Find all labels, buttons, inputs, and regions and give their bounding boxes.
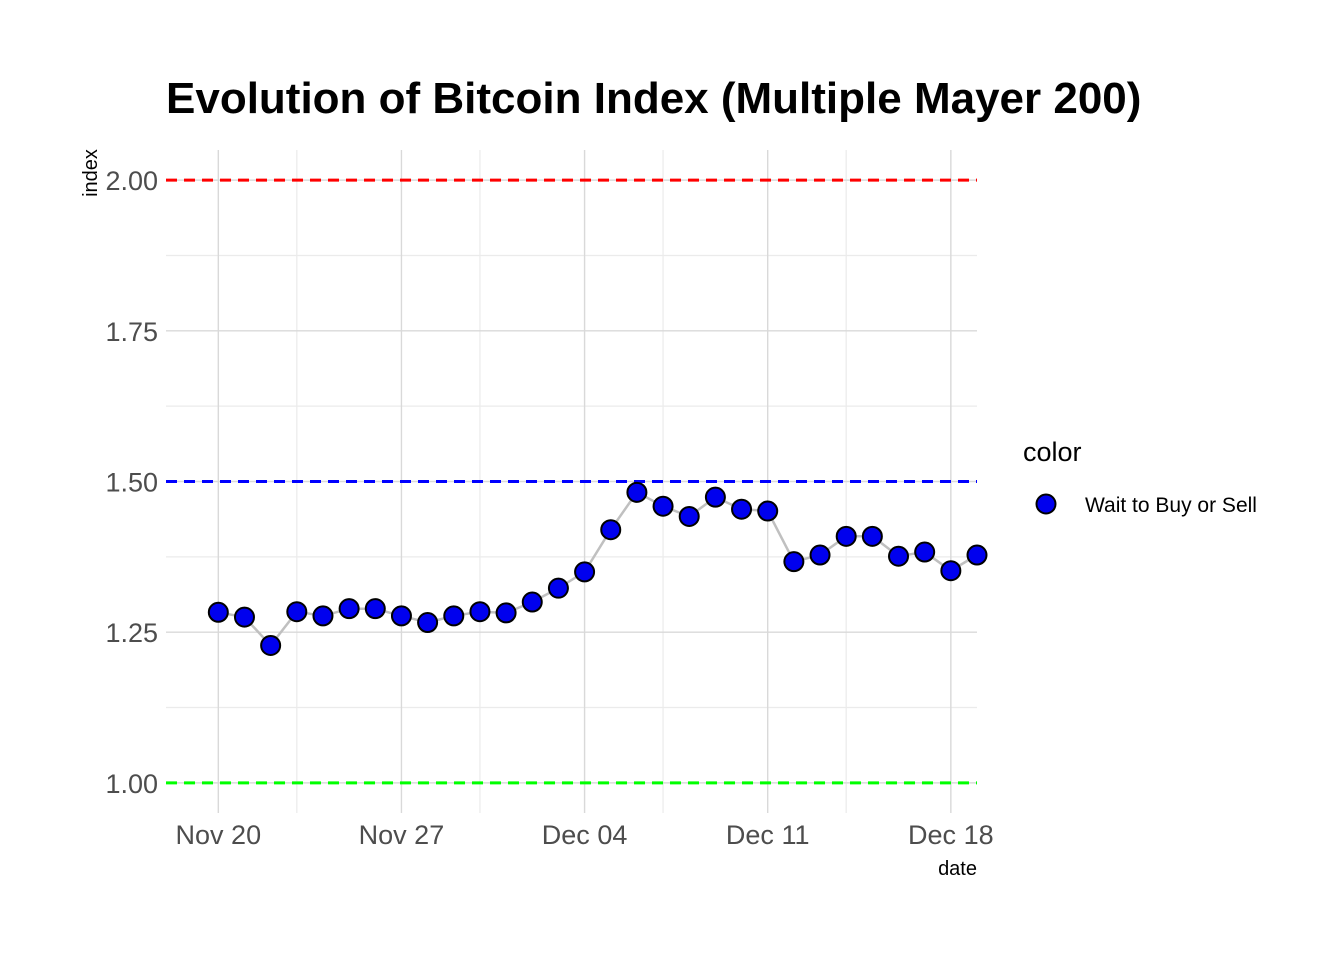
series-line-path bbox=[218, 490, 978, 648]
data-point bbox=[469, 601, 491, 623]
x-axis-ticks: Nov 20 Nov 27 Dec 04 Dec 11 Dec 18 bbox=[176, 820, 994, 850]
x-axis-title: date bbox=[938, 858, 977, 880]
x-tick-label: Dec 04 bbox=[542, 820, 628, 850]
x-tick-label: Nov 27 bbox=[359, 820, 445, 850]
data-point bbox=[914, 541, 936, 563]
data-point bbox=[207, 601, 229, 623]
data-point bbox=[704, 486, 726, 508]
data-point bbox=[233, 606, 255, 628]
data-point bbox=[338, 598, 360, 620]
legend: color Wait to Buy or Sell bbox=[1023, 437, 1257, 517]
data-point bbox=[809, 544, 831, 566]
data-point bbox=[940, 560, 962, 582]
legend-marker bbox=[1035, 493, 1057, 515]
data-point bbox=[600, 519, 622, 541]
y-tick-label: 1.75 bbox=[105, 317, 158, 347]
legend-title: color bbox=[1023, 437, 1082, 467]
x-tick-label: Nov 20 bbox=[176, 820, 262, 850]
data-point bbox=[495, 602, 517, 624]
x-tick-label: Dec 11 bbox=[726, 820, 810, 850]
y-tick-label: 1.25 bbox=[105, 618, 158, 648]
y-axis-ticks: 1.00 1.25 1.50 1.75 2.00 bbox=[105, 166, 158, 799]
data-point bbox=[547, 577, 569, 599]
x-tick-label: Dec 18 bbox=[908, 820, 994, 850]
data-point bbox=[966, 544, 988, 566]
reference-lines bbox=[166, 178, 977, 785]
data-point bbox=[731, 498, 753, 520]
data-point bbox=[757, 500, 779, 522]
data-point bbox=[364, 598, 386, 620]
data-point bbox=[652, 495, 674, 517]
series-points bbox=[207, 481, 988, 656]
chart-title: Evolution of Bitcoin Index (Multiple May… bbox=[166, 74, 1141, 123]
data-point bbox=[861, 525, 883, 547]
data-point bbox=[286, 601, 308, 623]
data-point bbox=[888, 545, 910, 567]
data-point bbox=[390, 605, 412, 627]
data-point bbox=[312, 605, 334, 627]
data-point bbox=[783, 551, 805, 573]
data-point bbox=[626, 481, 648, 503]
data-point bbox=[574, 561, 596, 583]
legend-label: Wait to Buy or Sell bbox=[1085, 494, 1257, 517]
y-axis-title: index bbox=[80, 149, 102, 197]
data-point bbox=[260, 634, 282, 656]
y-tick-label: 1.00 bbox=[105, 769, 158, 799]
series-line bbox=[218, 490, 978, 648]
y-tick-label: 2.00 bbox=[105, 166, 158, 196]
y-tick-label: 1.50 bbox=[105, 468, 158, 498]
data-point bbox=[521, 591, 543, 613]
data-point bbox=[678, 505, 700, 527]
data-point bbox=[835, 525, 857, 547]
grid-minor bbox=[166, 150, 977, 813]
data-point bbox=[417, 612, 439, 634]
data-point bbox=[443, 605, 465, 627]
